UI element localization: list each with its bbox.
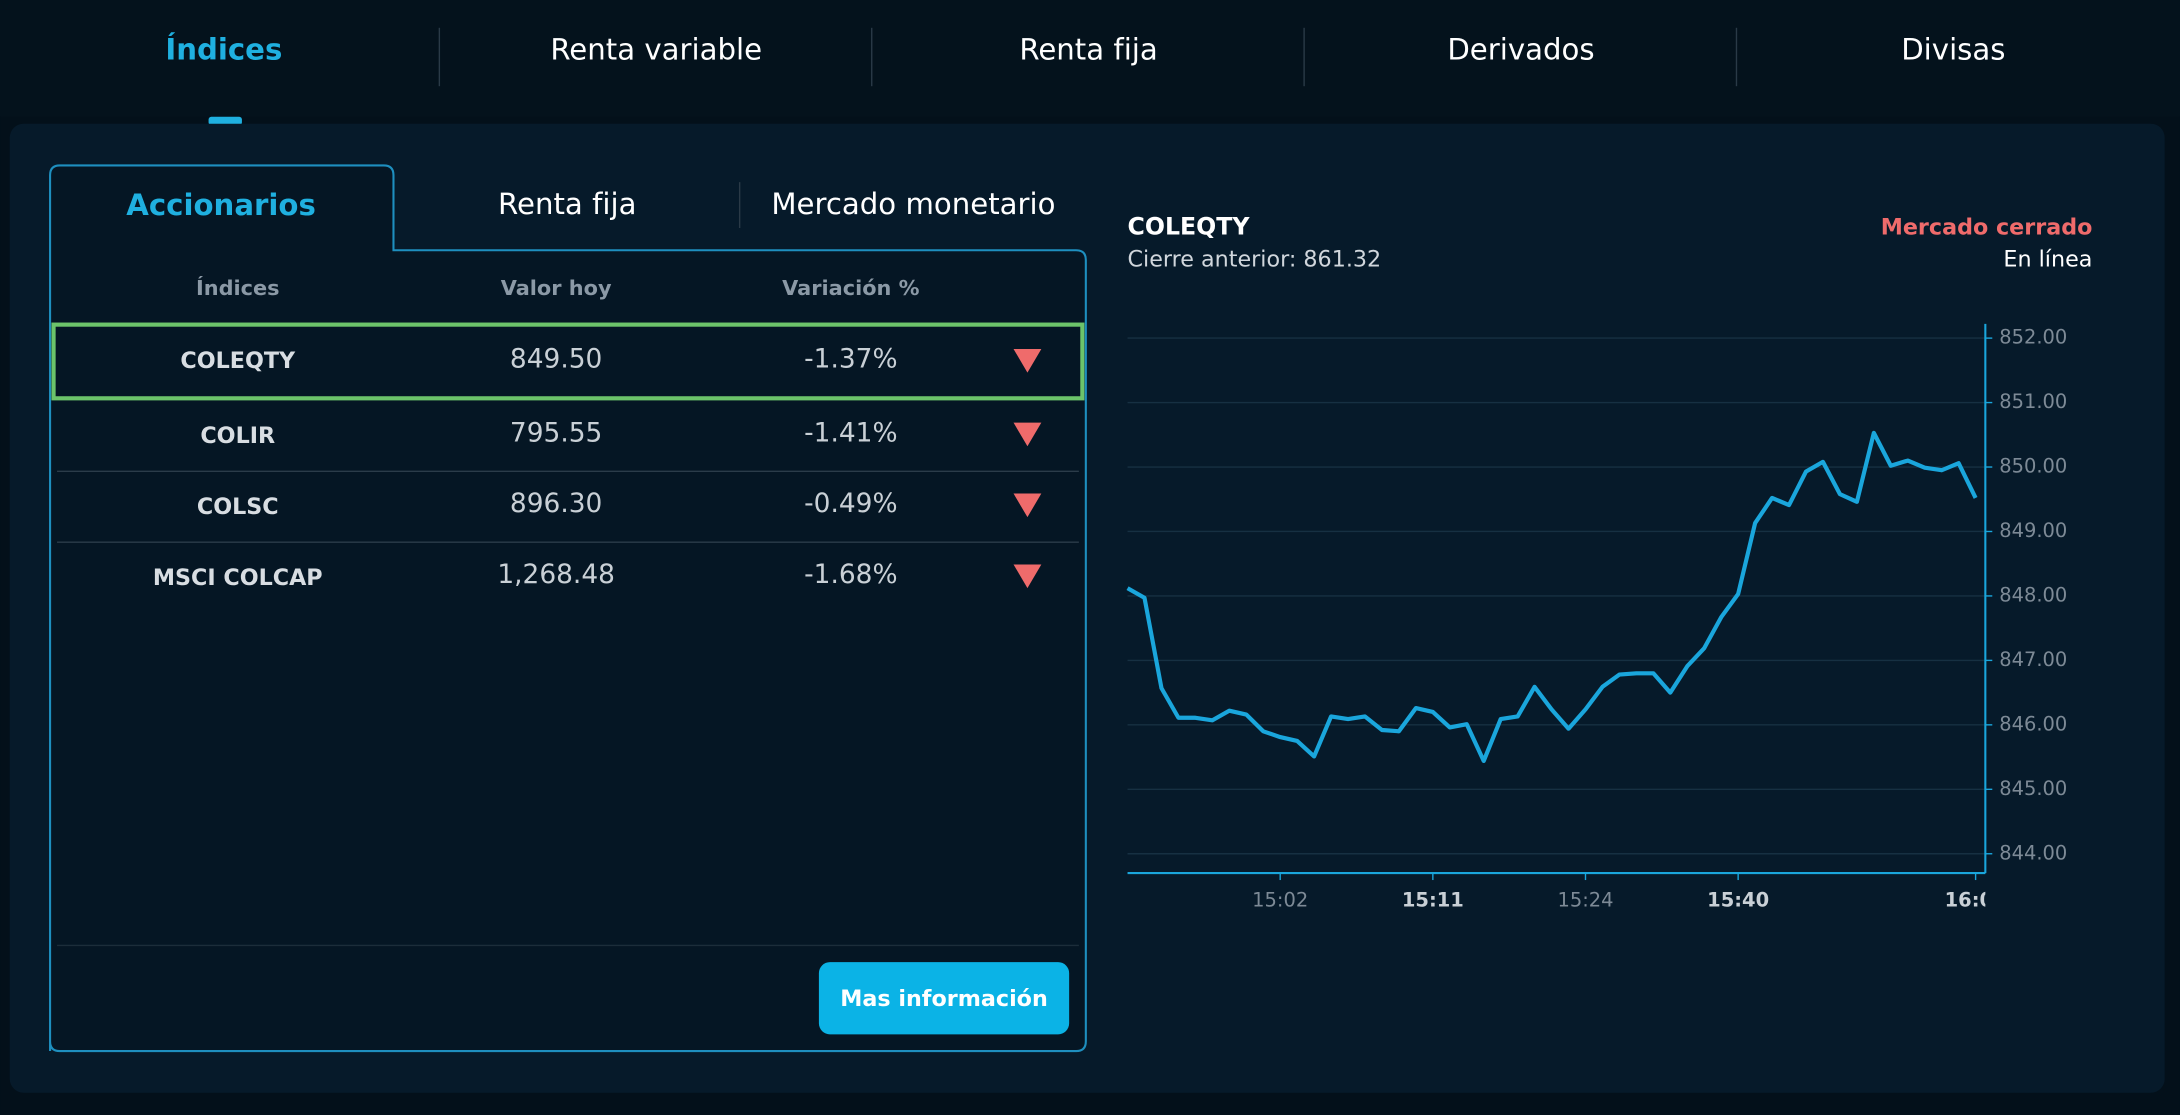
market-status: Mercado cerrado: [1881, 215, 2093, 241]
cell: -1.68%: [804, 559, 897, 590]
nav-tab[interactable]: Derivados: [1447, 32, 1594, 66]
cell: COLIR: [200, 423, 275, 449]
button-label[interactable]: Mas información: [840, 986, 1048, 1012]
subtab[interactable]: Mercado monetario: [771, 187, 1055, 221]
x-tick-label: 16:00: [1945, 888, 2007, 911]
x-tick-label: 15:11: [1402, 888, 1464, 911]
y-tick-label: 851.00: [1999, 390, 2067, 413]
y-tick-label: 848.00: [1999, 583, 2067, 606]
y-tick-label: 849.00: [1999, 519, 2067, 542]
cell: 1,268.48: [497, 559, 615, 590]
chart: 844.00 845.00 846.00 847.00 848.00 849.00 850.…: [1126, 323, 2067, 911]
cell: 896.30: [510, 488, 602, 519]
y-tick-label: 844.00: [1999, 841, 2067, 864]
chart-subtitle: Cierre anterior: 861.32: [1128, 246, 1382, 272]
nav-tab[interactable]: Renta fija: [1019, 32, 1157, 66]
down-icon: [1013, 564, 1042, 589]
y-tick-label: 850.00: [1999, 455, 2067, 478]
cell: 849.50: [510, 344, 602, 375]
x-axis-labels: 15:02 15:11 15:24 15:40 16:00: [1252, 888, 2007, 911]
price-line: [1126, 430, 1978, 764]
cell: -0.49%: [804, 488, 897, 519]
x-tick-label: 15:40: [1707, 888, 1769, 911]
subtab[interactable]: Renta fija: [498, 187, 636, 221]
y-tick-label: 845.00: [1999, 777, 2067, 800]
cell: -1.37%: [804, 344, 897, 375]
column-header: Variación %: [782, 276, 919, 300]
nav-tab[interactable]: Índices: [165, 32, 282, 66]
cell: COLEQTY: [180, 348, 296, 374]
x-tick-label: 15:02: [1252, 888, 1308, 911]
card: [49, 164, 1087, 1053]
down-icon: [1013, 422, 1042, 447]
more-info-button[interactable]: [818, 962, 1070, 1035]
nav-bar: [0, 0, 2180, 117]
active-indicator: [208, 116, 242, 126]
cell: -1.41%: [804, 417, 897, 448]
y-tick-label: 852.00: [1999, 326, 2067, 349]
cell: MSCI COLCAP: [153, 565, 323, 591]
y-tick-label: 846.00: [1999, 712, 2067, 735]
subtab[interactable]: Accionarios: [126, 188, 316, 222]
column-header: Índices: [196, 275, 280, 300]
chart-title: COLEQTY: [1128, 213, 1251, 241]
cell: 795.55: [510, 417, 602, 448]
cell: COLSC: [197, 494, 279, 520]
x-tick-label: 15:24: [1557, 888, 1613, 911]
row-selected[interactable]: [51, 322, 1085, 401]
down-icon: [1013, 493, 1042, 518]
column-header: Valor hoy: [501, 276, 612, 300]
nav-tab[interactable]: Renta variable: [550, 32, 762, 66]
down-icon: [1013, 348, 1042, 373]
y-tick-label: 847.00: [1999, 648, 2067, 671]
nav-tab[interactable]: Divisas: [1901, 32, 2005, 66]
market-note: En línea: [2003, 246, 2092, 272]
